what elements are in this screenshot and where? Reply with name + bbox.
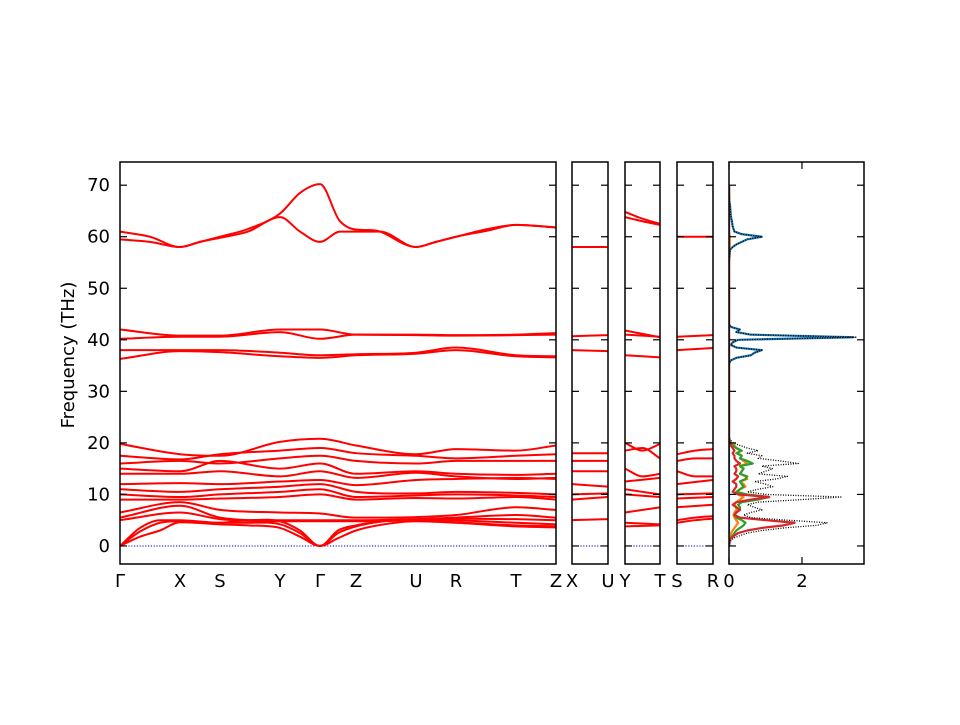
kpoint-label-XU-1: U bbox=[601, 571, 614, 592]
band-XU-b9 bbox=[572, 496, 608, 501]
band-main-optic-mid-2 bbox=[120, 331, 556, 340]
band-main-optic-mid-3 bbox=[120, 346, 556, 358]
band-main-band-low-9 bbox=[120, 493, 556, 501]
band-SR-b5 bbox=[677, 457, 713, 462]
band-main-band-low-3 bbox=[120, 454, 556, 465]
band-main-band-low-1 bbox=[120, 437, 556, 457]
band-SR-b9 bbox=[677, 496, 713, 500]
band-main-optic-high-2 bbox=[120, 216, 556, 249]
y-tick-label: 50 bbox=[87, 278, 110, 299]
kpoint-label-SR-1: R bbox=[707, 571, 720, 592]
y-tick-label: 70 bbox=[87, 175, 110, 196]
band-main-acoustic-3 bbox=[120, 520, 556, 547]
kpoint-label-main-7: R bbox=[450, 571, 463, 592]
band-main-band-low-4 bbox=[120, 459, 556, 476]
y-tick-label: 0 bbox=[99, 536, 110, 557]
band-YT-b2 bbox=[625, 216, 660, 226]
band-SR-b3 bbox=[677, 347, 713, 352]
band-main-band-low-8 bbox=[120, 488, 556, 499]
band-main-band-low-6 bbox=[120, 476, 556, 487]
band-main-band-low-10 bbox=[120, 501, 556, 519]
dos-curves bbox=[729, 185, 858, 547]
band-main-band-low-11 bbox=[120, 504, 556, 522]
dos-x-tick-label: 2 bbox=[796, 571, 807, 592]
band-XU-b10 bbox=[572, 518, 608, 522]
band-main-band-low-7 bbox=[120, 483, 556, 496]
band-lines bbox=[572, 246, 608, 547]
kpoint-label-YT-1: T bbox=[654, 571, 667, 592]
y-axis-label: Frequency (THz) bbox=[58, 282, 79, 429]
y-tick-label: 20 bbox=[87, 433, 110, 454]
band-XU-b7 bbox=[572, 483, 608, 488]
band-SR-b2 bbox=[677, 334, 713, 338]
kpoint-label-main-2: S bbox=[214, 571, 225, 592]
dos-x-tick-label: 0 bbox=[723, 571, 734, 592]
band-YT-b10 bbox=[625, 488, 660, 496]
panel-frame bbox=[571, 161, 609, 565]
band-main-band-low-12 bbox=[120, 511, 556, 523]
kpoint-label-XU-0: X bbox=[566, 571, 578, 592]
y-tick-label: 10 bbox=[87, 484, 110, 505]
band-SR-b10 bbox=[677, 503, 713, 509]
band-YT-b6 bbox=[625, 441, 660, 452]
band-YT-b1 bbox=[625, 211, 660, 225]
band-lines bbox=[625, 211, 660, 547]
band-XU-b2 bbox=[572, 334, 608, 338]
kpoint-label-main-1: X bbox=[174, 571, 186, 592]
panel-frame bbox=[676, 161, 714, 565]
y-axis: 0 10 20 30 40 50 60 70 bbox=[87, 175, 110, 557]
y-tick-label: 30 bbox=[87, 381, 110, 402]
band-lines bbox=[120, 183, 556, 547]
band-YT-b4 bbox=[625, 333, 660, 338]
kpoint-label-main-4: Γ bbox=[315, 571, 325, 592]
dos-curve-total bbox=[729, 185, 858, 547]
dos-frame bbox=[728, 161, 865, 565]
band-lines bbox=[677, 235, 713, 547]
band-SR-b6 bbox=[677, 470, 713, 478]
kpoint-label-main-3: Y bbox=[274, 571, 287, 592]
dos-curve-species-1 bbox=[729, 185, 855, 546]
kpoint-label-main-6: U bbox=[409, 571, 422, 592]
kpoint-label-main-9: Z bbox=[550, 571, 562, 592]
y-tick-label: 60 bbox=[87, 227, 110, 248]
kpoint-label-main-5: Z bbox=[350, 571, 362, 592]
band-YT-b9 bbox=[625, 476, 660, 483]
kpoint-label-main-8: T bbox=[510, 571, 523, 592]
kpoint-label-SR-0: S bbox=[671, 571, 682, 592]
band-main-band-low-2 bbox=[120, 447, 556, 461]
kpoint-label-main-0: Γ bbox=[115, 571, 125, 592]
panel-frame bbox=[624, 161, 661, 565]
band-YT-b14 bbox=[625, 524, 660, 528]
band-SR-b11 bbox=[677, 515, 713, 522]
band-SR-b4 bbox=[677, 448, 713, 456]
band-YT-b13 bbox=[625, 521, 660, 526]
band-YT-b12 bbox=[625, 506, 660, 514]
band-YT-b7 bbox=[625, 447, 660, 460]
band-SR-b7 bbox=[677, 478, 713, 486]
y-tick-label: 40 bbox=[87, 330, 110, 351]
band-XU-b3 bbox=[572, 349, 608, 353]
band-main-optic-high-1 bbox=[120, 183, 556, 249]
panel-frame bbox=[119, 161, 557, 565]
band-YT-b5 bbox=[625, 354, 660, 359]
band-YT-b8 bbox=[625, 467, 660, 478]
band-main-optic-mid-4 bbox=[120, 349, 556, 360]
band-SR-b12 bbox=[677, 517, 713, 524]
kpoint-label-YT-0: Y bbox=[619, 571, 632, 592]
